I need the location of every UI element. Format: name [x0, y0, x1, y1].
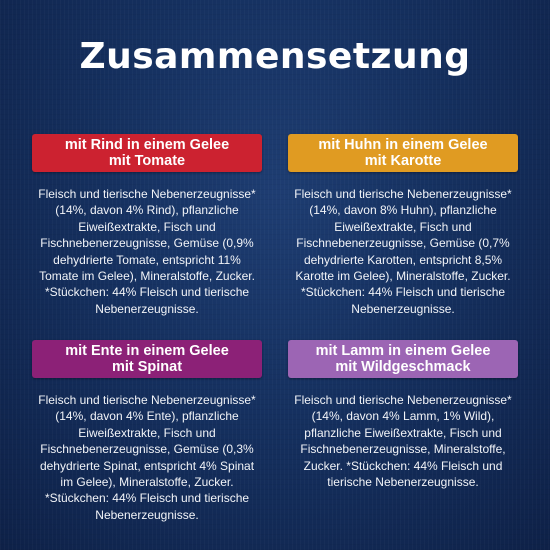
badge-huhn-line2: mit Karotte — [364, 153, 442, 169]
card-lamm: mit Lamm in einem Gelee mit Wildgeschmac… — [288, 340, 518, 490]
badge-ente-line2: mit Spinat — [111, 359, 183, 375]
badge-lamm: mit Lamm in einem Gelee mit Wildgeschmac… — [288, 340, 518, 378]
badge-lamm-line1: mit Lamm in einem Gelee — [315, 343, 491, 359]
card-huhn: mit Huhn in einem Gelee mit Karotte Flei… — [288, 134, 518, 317]
badge-rind: mit Rind in einem Gelee mit Tomate — [32, 134, 262, 172]
badge-rind-line2: mit Tomate — [108, 153, 186, 169]
card-rind: mit Rind in einem Gelee mit Tomate Fleis… — [32, 134, 262, 317]
badge-huhn-line1: mit Huhn in einem Gelee — [318, 137, 488, 153]
badge-huhn: mit Huhn in einem Gelee mit Karotte — [288, 134, 518, 172]
ingredients-lamm: Fleisch und tierische Nebenerzeugnisse* … — [294, 393, 512, 490]
card-ente: mit Ente in einem Gelee mit Spinat Fleis… — [32, 340, 262, 523]
ingredients-huhn: Fleisch und tierische Nebenerzeugnisse* … — [294, 187, 512, 316]
badge-ente: mit Ente in einem Gelee mit Spinat — [32, 340, 262, 378]
badge-rind-line1: mit Rind in einem Gelee — [64, 137, 230, 153]
ingredients-ente: Fleisch und tierische Nebenerzeugnisse* … — [38, 393, 256, 522]
badge-ente-line1: mit Ente in einem Gelee — [65, 343, 229, 359]
ingredients-rind: Fleisch und tierische Nebenerzeugnisse* … — [38, 187, 256, 316]
badge-lamm-line2: mit Wildgeschmack — [335, 359, 471, 375]
page-title: Zusammensetzung — [79, 36, 471, 77]
